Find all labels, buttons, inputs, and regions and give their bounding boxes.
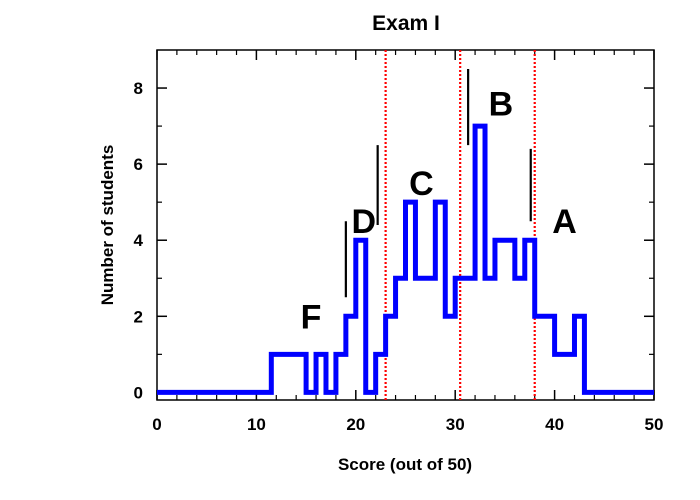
grade-labels: F DC B A — [301, 85, 577, 336]
plot-frame — [156, 49, 655, 401]
x-tick-label: 30 — [446, 415, 465, 434]
x-tick-label: 10 — [247, 415, 266, 434]
y-tick-label: 4 — [134, 231, 144, 250]
y-tick-label: 6 — [134, 155, 143, 174]
histogram-series — [157, 123, 654, 395]
y-tick-label: 0 — [134, 383, 143, 402]
y-tick-label: 2 — [134, 307, 143, 326]
axis-ticks: 0 10 20 30 40 50 0 2 4 6 8 — [134, 50, 664, 434]
grade-label-a: A — [552, 203, 577, 241]
grade-markers — [344, 69, 532, 298]
y-axis-label: Number of students — [98, 145, 117, 306]
grade-label-c: C — [409, 165, 434, 203]
chart-title: Exam I — [372, 12, 440, 35]
x-tick-label: 0 — [152, 415, 161, 434]
x-tick-label: 40 — [545, 415, 564, 434]
grade-label-b: B — [489, 85, 514, 123]
x-axis-label: Score (out of 50) — [338, 455, 472, 474]
y-tick-label: 8 — [134, 79, 143, 98]
grade-label-f: F — [301, 298, 322, 336]
grade-label-d: D — [351, 203, 376, 241]
x-tick-label: 50 — [645, 415, 664, 434]
x-tick-label: 20 — [346, 415, 365, 434]
